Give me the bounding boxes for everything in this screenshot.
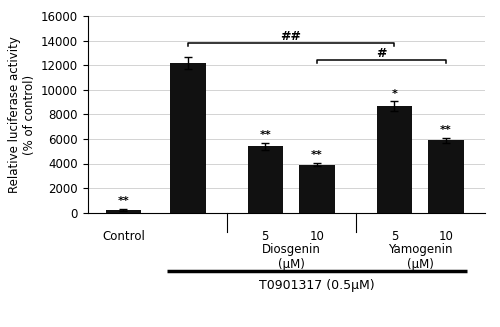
Text: 10: 10 xyxy=(310,230,324,243)
Text: **: ** xyxy=(440,125,452,135)
Bar xyxy=(299,165,334,213)
Text: *: * xyxy=(392,89,398,98)
Text: Diosgenin
(μM): Diosgenin (μM) xyxy=(262,243,320,271)
Text: #: # xyxy=(376,47,386,60)
Bar xyxy=(170,63,205,213)
Bar xyxy=(376,106,412,213)
Text: Control: Control xyxy=(102,230,145,243)
Text: ##: ## xyxy=(280,29,301,43)
Text: **: ** xyxy=(260,130,271,140)
Text: **: ** xyxy=(311,150,323,161)
Text: Yamogenin
(μM): Yamogenin (μM) xyxy=(388,243,452,271)
Text: 5: 5 xyxy=(262,230,269,243)
Text: 10: 10 xyxy=(438,230,454,243)
Bar xyxy=(106,210,141,213)
Bar xyxy=(248,146,283,213)
Y-axis label: Relative luciferase activity
(% of control): Relative luciferase activity (% of contr… xyxy=(8,36,36,193)
Bar xyxy=(428,140,464,213)
Text: T0901317 (0.5μM): T0901317 (0.5μM) xyxy=(259,279,374,292)
Text: **: ** xyxy=(118,197,129,206)
Text: 5: 5 xyxy=(390,230,398,243)
